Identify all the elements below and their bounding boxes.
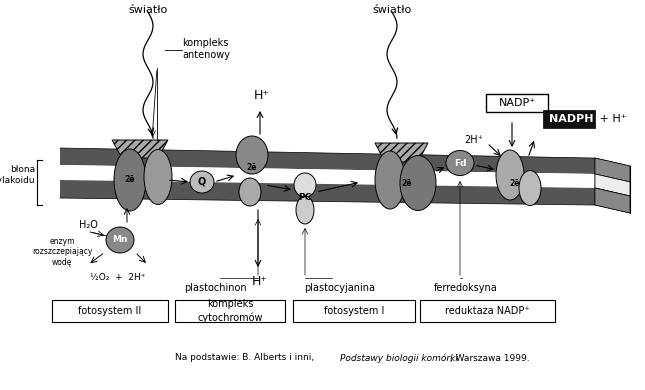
Text: reduktaza NADP⁺: reduktaza NADP⁺ bbox=[445, 306, 530, 316]
Text: 2ē: 2ē bbox=[124, 176, 135, 184]
Text: plastochinon: plastochinon bbox=[184, 283, 246, 293]
Text: NADP⁺: NADP⁺ bbox=[499, 98, 535, 108]
Text: ferredoksyna: ferredoksyna bbox=[434, 283, 498, 293]
Polygon shape bbox=[60, 148, 595, 174]
Polygon shape bbox=[375, 143, 428, 162]
Text: H₂O: H₂O bbox=[79, 220, 97, 230]
Polygon shape bbox=[60, 165, 595, 188]
Polygon shape bbox=[595, 188, 630, 213]
Text: Fd: Fd bbox=[453, 158, 466, 167]
Text: fotosystem II: fotosystem II bbox=[79, 306, 142, 316]
Bar bbox=[420, 300, 555, 322]
Text: ½O₂  +  2H⁺: ½O₂ + 2H⁺ bbox=[90, 273, 146, 282]
Ellipse shape bbox=[296, 196, 314, 224]
Text: błona
tylakoidu: błona tylakoidu bbox=[0, 165, 35, 185]
Text: PC: PC bbox=[299, 193, 312, 202]
Polygon shape bbox=[112, 140, 168, 158]
Ellipse shape bbox=[400, 156, 436, 211]
Polygon shape bbox=[595, 174, 630, 196]
Text: , Warszawa 1999.: , Warszawa 1999. bbox=[450, 353, 530, 362]
Text: Na podstawie: B. Alberts i inni,: Na podstawie: B. Alberts i inni, bbox=[175, 353, 317, 362]
Text: kompleks
antenowy: kompleks antenowy bbox=[182, 38, 230, 60]
Text: 2ē: 2ē bbox=[510, 179, 521, 188]
Text: 2H⁺: 2H⁺ bbox=[464, 135, 483, 145]
Ellipse shape bbox=[239, 178, 261, 206]
Bar bbox=[543, 110, 595, 128]
Ellipse shape bbox=[496, 150, 524, 200]
Bar bbox=[293, 300, 415, 322]
Text: światło: światło bbox=[128, 5, 168, 15]
Text: Mn: Mn bbox=[112, 236, 128, 245]
Polygon shape bbox=[595, 174, 630, 196]
Text: H⁺: H⁺ bbox=[252, 275, 268, 288]
Bar bbox=[486, 94, 548, 112]
Ellipse shape bbox=[144, 149, 172, 204]
Ellipse shape bbox=[375, 151, 405, 209]
Text: Podstawy biologii komórki: Podstawy biologii komórki bbox=[340, 353, 458, 363]
Ellipse shape bbox=[114, 149, 146, 211]
Polygon shape bbox=[595, 158, 630, 182]
Text: światło: światło bbox=[372, 5, 412, 15]
Ellipse shape bbox=[294, 173, 316, 197]
Text: fotosystem I: fotosystem I bbox=[324, 306, 384, 316]
Ellipse shape bbox=[106, 227, 134, 253]
Text: 2ē: 2ē bbox=[247, 163, 257, 172]
Ellipse shape bbox=[236, 136, 268, 174]
Text: plastocyjanina: plastocyjanina bbox=[304, 283, 375, 293]
Text: kompleks
cytochromów: kompleks cytochromów bbox=[197, 300, 263, 323]
Ellipse shape bbox=[519, 170, 541, 206]
Text: H⁺: H⁺ bbox=[254, 89, 270, 102]
Polygon shape bbox=[595, 188, 630, 213]
Polygon shape bbox=[60, 180, 595, 205]
Ellipse shape bbox=[446, 151, 474, 176]
Text: Q: Q bbox=[198, 177, 206, 187]
Bar bbox=[52, 300, 168, 322]
Polygon shape bbox=[595, 158, 630, 182]
Text: + H⁺: + H⁺ bbox=[596, 114, 627, 124]
Text: enzym
rozszczepiający
wodę: enzym rozszczepiający wodę bbox=[32, 237, 92, 267]
Bar bbox=[175, 300, 285, 322]
Text: NADPH: NADPH bbox=[549, 114, 593, 124]
Ellipse shape bbox=[190, 171, 214, 193]
Text: 2ē: 2ē bbox=[402, 179, 412, 188]
